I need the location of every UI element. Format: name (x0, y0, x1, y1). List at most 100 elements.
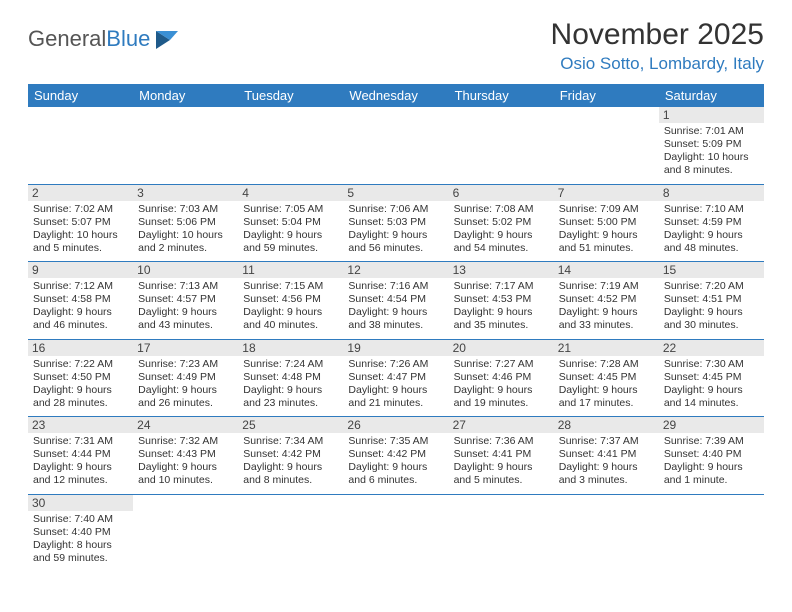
sunrise-text: Sunrise: 7:02 AM (33, 203, 128, 216)
day-number-cell: 5 (343, 184, 448, 201)
daylight-text: Daylight: 9 hours and 23 minutes. (243, 384, 338, 410)
day-cell: Sunrise: 7:27 AMSunset: 4:46 PMDaylight:… (449, 356, 554, 417)
sunrise-text: Sunrise: 7:28 AM (559, 358, 654, 371)
day-number-cell: 18 (238, 339, 343, 356)
calendar-body: 1Sunrise: 7:01 AMSunset: 5:09 PMDaylight… (28, 107, 764, 571)
sunset-text: Sunset: 4:56 PM (243, 293, 338, 306)
day-cell: Sunrise: 7:22 AMSunset: 4:50 PMDaylight:… (28, 356, 133, 417)
day-cell: Sunrise: 7:28 AMSunset: 4:45 PMDaylight:… (554, 356, 659, 417)
day-number: 3 (133, 185, 238, 201)
sunrise-text: Sunrise: 7:39 AM (664, 435, 759, 448)
day-cell: Sunrise: 7:40 AMSunset: 4:40 PMDaylight:… (28, 511, 133, 572)
sunset-text: Sunset: 4:41 PM (559, 448, 654, 461)
day-cell: Sunrise: 7:32 AMSunset: 4:43 PMDaylight:… (133, 433, 238, 494)
sunset-text: Sunset: 4:43 PM (138, 448, 233, 461)
day-number-cell: 9 (28, 262, 133, 279)
day-cell: Sunrise: 7:30 AMSunset: 4:45 PMDaylight:… (659, 356, 764, 417)
sunset-text: Sunset: 5:02 PM (454, 216, 549, 229)
day-cell: Sunrise: 7:37 AMSunset: 4:41 PMDaylight:… (554, 433, 659, 494)
week-body-row: Sunrise: 7:01 AMSunset: 5:09 PMDaylight:… (28, 123, 764, 184)
dow-tuesday: Tuesday (238, 84, 343, 107)
daylight-text: Daylight: 9 hours and 1 minute. (664, 461, 759, 487)
week-num-row: 23242526272829 (28, 417, 764, 434)
sunrise-text: Sunrise: 7:05 AM (243, 203, 338, 216)
daylight-text: Daylight: 9 hours and 5 minutes. (454, 461, 549, 487)
day-cell: Sunrise: 7:17 AMSunset: 4:53 PMDaylight:… (449, 278, 554, 339)
daylight-text: Daylight: 9 hours and 8 minutes. (243, 461, 338, 487)
daylight-text: Daylight: 9 hours and 3 minutes. (559, 461, 654, 487)
empty-cell (554, 107, 659, 123)
sunrise-text: Sunrise: 7:06 AM (348, 203, 443, 216)
day-number: 20 (449, 340, 554, 356)
empty-cell (133, 123, 238, 184)
logo-text: GeneralBlue (28, 26, 150, 52)
day-cell: Sunrise: 7:24 AMSunset: 4:48 PMDaylight:… (238, 356, 343, 417)
sunset-text: Sunset: 4:42 PM (243, 448, 338, 461)
day-number-cell: 24 (133, 417, 238, 434)
day-number-cell: 22 (659, 339, 764, 356)
sunrise-text: Sunrise: 7:32 AM (138, 435, 233, 448)
empty-cell (449, 107, 554, 123)
week-body-row: Sunrise: 7:12 AMSunset: 4:58 PMDaylight:… (28, 278, 764, 339)
daylight-text: Daylight: 9 hours and 59 minutes. (243, 229, 338, 255)
sunrise-text: Sunrise: 7:19 AM (559, 280, 654, 293)
empty-cell (554, 511, 659, 572)
week-body-row: Sunrise: 7:31 AMSunset: 4:44 PMDaylight:… (28, 433, 764, 494)
day-number-cell: 17 (133, 339, 238, 356)
sunset-text: Sunset: 4:51 PM (664, 293, 759, 306)
daylight-text: Daylight: 9 hours and 46 minutes. (33, 306, 128, 332)
day-number: 14 (554, 262, 659, 278)
day-cell: Sunrise: 7:31 AMSunset: 4:44 PMDaylight:… (28, 433, 133, 494)
day-cell: Sunrise: 7:05 AMSunset: 5:04 PMDaylight:… (238, 201, 343, 262)
sunset-text: Sunset: 4:53 PM (454, 293, 549, 306)
day-number: 16 (28, 340, 133, 356)
empty-cell (659, 511, 764, 572)
day-number: 15 (659, 262, 764, 278)
day-cell: Sunrise: 7:03 AMSunset: 5:06 PMDaylight:… (133, 201, 238, 262)
sunrise-text: Sunrise: 7:23 AM (138, 358, 233, 371)
day-number-cell: 29 (659, 417, 764, 434)
day-number-cell: 16 (28, 339, 133, 356)
daylight-text: Daylight: 9 hours and 10 minutes. (138, 461, 233, 487)
empty-cell (238, 511, 343, 572)
day-number-cell: 6 (449, 184, 554, 201)
sunrise-text: Sunrise: 7:27 AM (454, 358, 549, 371)
sunrise-text: Sunrise: 7:34 AM (243, 435, 338, 448)
day-number-cell: 8 (659, 184, 764, 201)
sunrise-text: Sunrise: 7:37 AM (559, 435, 654, 448)
day-cell: Sunrise: 7:20 AMSunset: 4:51 PMDaylight:… (659, 278, 764, 339)
day-cell: Sunrise: 7:19 AMSunset: 4:52 PMDaylight:… (554, 278, 659, 339)
day-number: 1 (659, 107, 764, 123)
empty-cell (449, 123, 554, 184)
day-cell: Sunrise: 7:01 AMSunset: 5:09 PMDaylight:… (659, 123, 764, 184)
daylight-text: Daylight: 9 hours and 17 minutes. (559, 384, 654, 410)
dow-wednesday: Wednesday (343, 84, 448, 107)
day-number-cell: 11 (238, 262, 343, 279)
day-number: 27 (449, 417, 554, 433)
sunset-text: Sunset: 4:47 PM (348, 371, 443, 384)
day-number-cell: 27 (449, 417, 554, 434)
sunrise-text: Sunrise: 7:30 AM (664, 358, 759, 371)
sunrise-text: Sunrise: 7:17 AM (454, 280, 549, 293)
day-number: 4 (238, 185, 343, 201)
daylight-text: Daylight: 9 hours and 54 minutes. (454, 229, 549, 255)
day-number: 28 (554, 417, 659, 433)
calendar-table: Sunday Monday Tuesday Wednesday Thursday… (28, 84, 764, 571)
day-number-cell: 12 (343, 262, 448, 279)
day-number-cell: 3 (133, 184, 238, 201)
day-number-cell: 20 (449, 339, 554, 356)
daylight-text: Daylight: 9 hours and 21 minutes. (348, 384, 443, 410)
day-number: 30 (28, 495, 133, 511)
daylight-text: Daylight: 9 hours and 43 minutes. (138, 306, 233, 332)
logo: GeneralBlue (28, 26, 184, 52)
logo-general: General (28, 26, 106, 51)
sunset-text: Sunset: 4:49 PM (138, 371, 233, 384)
day-cell: Sunrise: 7:36 AMSunset: 4:41 PMDaylight:… (449, 433, 554, 494)
day-cell: Sunrise: 7:12 AMSunset: 4:58 PMDaylight:… (28, 278, 133, 339)
day-number-cell: 2 (28, 184, 133, 201)
sunrise-text: Sunrise: 7:36 AM (454, 435, 549, 448)
day-number-cell: 10 (133, 262, 238, 279)
daylight-text: Daylight: 9 hours and 30 minutes. (664, 306, 759, 332)
week-body-row: Sunrise: 7:02 AMSunset: 5:07 PMDaylight:… (28, 201, 764, 262)
week-num-row: 9101112131415 (28, 262, 764, 279)
